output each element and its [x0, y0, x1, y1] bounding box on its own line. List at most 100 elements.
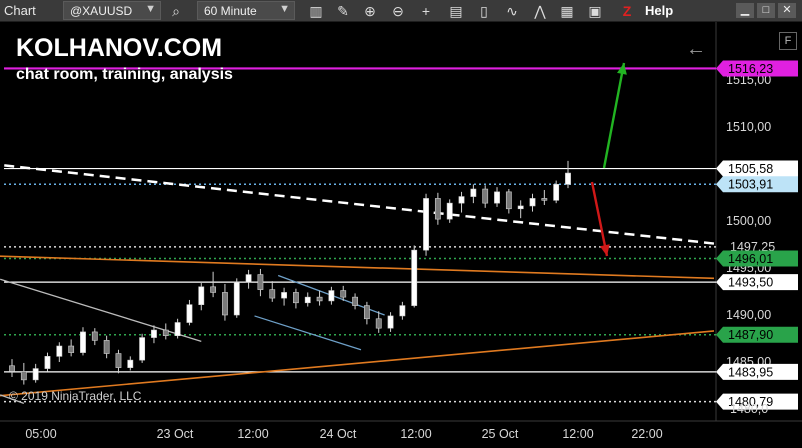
candle-body [434, 198, 441, 220]
f-button[interactable]: F [779, 32, 797, 50]
chevron-down-icon: ▼ [279, 3, 290, 15]
candle-body [198, 286, 205, 305]
candle-body [505, 191, 512, 210]
instrument-value: @XAUUSD [70, 4, 133, 18]
candle-body [151, 329, 157, 338]
interval-selector[interactable]: 60 Minute ▼ [197, 1, 295, 20]
candle-body [340, 290, 347, 298]
candle-body [281, 292, 287, 299]
candle-body [352, 296, 358, 306]
support-3-tag [716, 363, 798, 380]
candle-body [328, 290, 335, 302]
price-tick-label: 1500,00 [726, 214, 771, 228]
z-icon[interactable]: Z [622, 3, 632, 19]
close-button[interactable]: ✕ [778, 3, 796, 18]
candle-body [458, 196, 465, 204]
candle-body [482, 188, 489, 204]
brand-tagline: chat room, training, analysis [16, 66, 233, 83]
candle-body [127, 359, 134, 368]
candle-body [316, 296, 323, 302]
magenta-level-tag [716, 60, 798, 77]
candle-body [56, 345, 63, 357]
candle-body [20, 371, 27, 381]
candle-body [387, 315, 394, 329]
candle-body [399, 305, 406, 317]
candle-body [423, 198, 429, 251]
candle-body [162, 329, 169, 336]
strategy-icon[interactable]: ⋀ [534, 3, 546, 19]
blue-channel-lower [254, 315, 362, 351]
bullish-arrow-head [617, 63, 627, 75]
candle-body [222, 292, 228, 316]
copyright-text: © 2019 NinjaTrader, LLC [9, 389, 142, 403]
price-tick-label: 1510,00 [726, 120, 771, 134]
zoom-out-icon[interactable]: ⊖ [392, 3, 404, 19]
instrument-selector[interactable]: @XAUUSD ▼ [63, 1, 161, 20]
candlestick-icon[interactable]: ▯ [480, 3, 488, 19]
support-1-label: 1493,50 [728, 276, 773, 290]
time-tick-label: 12:00 [400, 427, 431, 441]
dashed-trend-label: 1497,25 [730, 240, 775, 254]
candle-body [257, 274, 264, 290]
minimize-button[interactable]: ▁ [736, 3, 754, 18]
candle-body [91, 331, 98, 341]
orange-resistance-line [0, 255, 715, 280]
time-tick-label: 05:00 [25, 427, 56, 441]
green-level-label: 1496,01 [728, 252, 773, 266]
candle-body [304, 296, 311, 304]
pencil-icon[interactable]: ✎ [337, 3, 349, 19]
time-tick-label: 12:00 [562, 427, 593, 441]
candle-body [553, 184, 560, 201]
help-menu[interactable]: Help [645, 3, 674, 18]
support-3-label: 1483,95 [728, 365, 773, 379]
grey-channel-stub [0, 394, 25, 404]
time-tick-label: 25 Oct [482, 427, 519, 441]
bar-type-icon[interactable]: ▥ [309, 3, 323, 19]
support-1-tag [716, 274, 798, 291]
chart-area[interactable]: 1485,001490,001495,001500,001505,001510,… [0, 22, 802, 443]
resistance-label: 1505,58 [728, 162, 773, 176]
zoom-in-icon[interactable]: ⊕ [364, 3, 376, 19]
bearish-arrow-head [599, 244, 610, 256]
template-icon[interactable]: ▣ [588, 3, 602, 19]
brand-title: KOLHANOV.COM [16, 34, 223, 62]
candle-body [363, 305, 370, 320]
candle-body [32, 368, 39, 381]
maximize-button[interactable]: □ [757, 3, 775, 18]
interval-value: 60 Minute [204, 4, 257, 18]
candle-body [139, 337, 146, 361]
candle-body [174, 322, 181, 336]
properties-icon[interactable]: ▦ [560, 3, 574, 19]
crosshair-icon[interactable]: + [421, 3, 431, 19]
candle-body [375, 318, 382, 329]
chart-toolbar: Chart @XAUUSD ▼ ⌕ 60 Minute ▼ ▥ ✎ ⊕ ⊖ + … [0, 0, 802, 22]
time-tick-label: 24 Oct [320, 427, 357, 441]
candle-body [80, 331, 86, 353]
candle-body [44, 356, 51, 369]
candle-body [541, 198, 548, 201]
price-chart[interactable]: 1485,001490,001495,001500,001505,001510,… [0, 22, 802, 443]
candle-body [411, 249, 418, 306]
green-level-tag [716, 250, 798, 267]
candle-body [529, 198, 536, 207]
candle-body [517, 205, 524, 210]
support-4-label: 1480,79 [728, 395, 773, 409]
stack-icon[interactable]: ▤ [449, 3, 463, 19]
bullish-arrow [602, 62, 626, 169]
candle-body [269, 289, 276, 299]
candle-body [103, 340, 110, 354]
candle-body [9, 365, 15, 372]
candle-body [565, 172, 571, 185]
support-2-label: 1487,90 [728, 328, 773, 342]
dashed-downtrend-line [0, 163, 715, 245]
back-arrow-icon[interactable]: ← [686, 38, 706, 60]
chevron-down-icon: ▼ [145, 3, 156, 15]
search-icon[interactable]: ⌕ [172, 3, 180, 19]
resistance-tag [716, 160, 798, 177]
chart-window-label: Chart [4, 3, 36, 18]
candle-body [210, 286, 217, 293]
time-tick-label: 22:00 [631, 427, 662, 441]
indicator-icon[interactable]: ∿ [506, 3, 518, 19]
last-price-tag [716, 176, 798, 193]
last-price-label: 1503,91 [728, 178, 773, 192]
